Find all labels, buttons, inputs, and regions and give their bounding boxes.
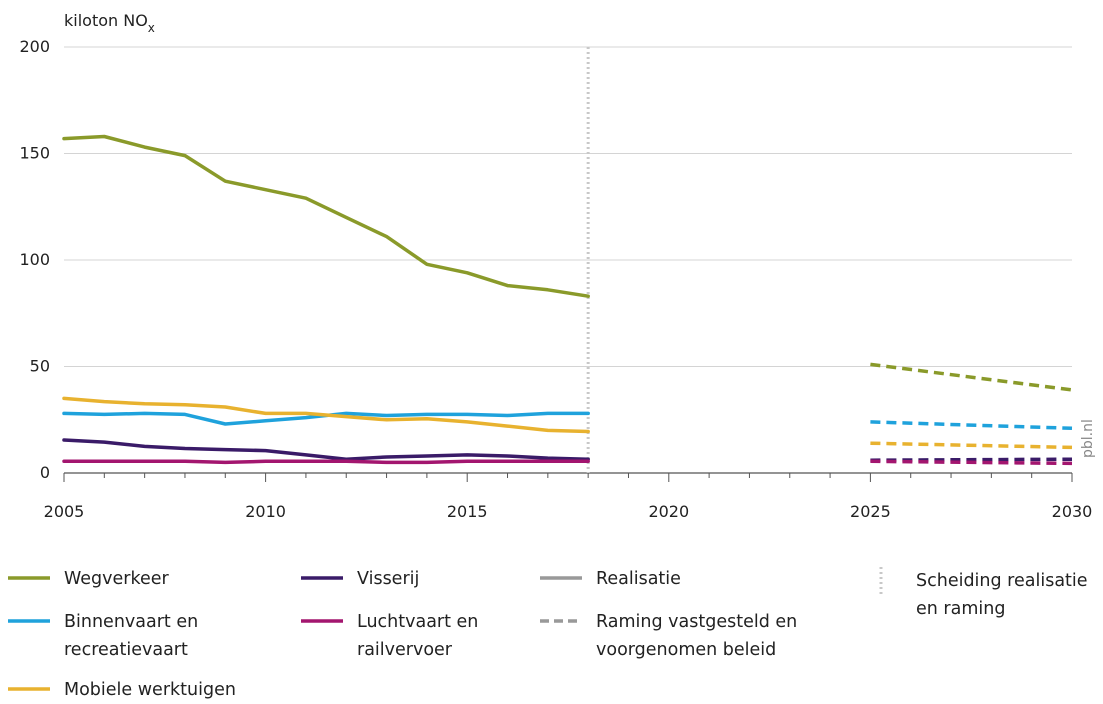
- x-tick-label: 2030: [1052, 502, 1093, 521]
- x-axis-ticks: 2005 2010 2015 2020 2025 2030: [44, 473, 1093, 521]
- series-line-raming-4: [870, 459, 1073, 466]
- series-line-raming-3: [870, 457, 1073, 462]
- legend-item-binnenvaart: Binnenvaart en recreatievaart: [8, 608, 198, 664]
- legend-item-realisatie: Realisatie: [540, 565, 681, 593]
- legend-swatch: [860, 567, 902, 597]
- x-tick-label: 2005: [44, 502, 85, 521]
- legend-label: Binnenvaart en recreatievaart: [64, 612, 199, 660]
- legend-swatch: [8, 682, 50, 696]
- series-line-realisatie-3: [62, 438, 590, 461]
- series-line-realisatie-2: [62, 396, 590, 434]
- x-tick-label: 2025: [850, 502, 891, 521]
- legend-item-mobiele-werktuigen: Mobiele werktuigen: [8, 676, 236, 704]
- legend-item-wegverkeer: Wegverkeer: [8, 565, 169, 593]
- series-line-realisatie-0: [62, 134, 590, 298]
- legend-label: Wegverkeer: [64, 569, 169, 589]
- legend-swatch: [301, 571, 343, 585]
- legend-swatch: [540, 614, 582, 628]
- series-line-realisatie-4: [62, 459, 590, 465]
- y-axis-label: kiloton NOx: [64, 11, 155, 35]
- y-tick-label: 200: [19, 37, 50, 56]
- legend: Wegverkeer Binnenvaart en recreatievaart…: [0, 555, 1103, 702]
- y-axis-ticks: 0 50 100 150 200: [19, 37, 50, 482]
- line-chart: 0 50 100 150 200 2005 2010 2015 2020 2025 2030 ki…: [19, 11, 1096, 521]
- legend-label: Mobiele werktuigen: [64, 680, 236, 700]
- grid-lines: [64, 46, 1072, 474]
- series-line-raming-2: [870, 441, 1073, 450]
- x-tick-label: 2010: [245, 502, 286, 521]
- legend-swatch: [301, 614, 343, 628]
- series-line-raming-1: [870, 420, 1073, 431]
- y-tick-label: 0: [40, 463, 50, 482]
- legend-label: Realisatie: [596, 569, 681, 589]
- legend-label: Raming vastgesteld en voorgenomen beleid: [596, 612, 798, 660]
- legend-label: Luchtvaart en railvervoer: [357, 612, 479, 660]
- legend-swatch: [8, 614, 50, 628]
- x-tick-label: 2015: [447, 502, 488, 521]
- legend-item-raming: Raming vastgesteld en voorgenomen beleid: [540, 608, 797, 664]
- x-tick-label: 2020: [648, 502, 689, 521]
- legend-label: Visserij: [357, 569, 420, 589]
- series-line-raming-0: [870, 362, 1073, 392]
- legend-swatch: [540, 571, 582, 585]
- y-tick-label: 150: [19, 144, 50, 163]
- legend-item-scheiding: Scheiding realisatie en raming: [860, 567, 1088, 623]
- legend-item-visserij: Visserij: [301, 565, 419, 593]
- legend-item-luchtvaart: Luchtvaart en railvervoer: [301, 608, 478, 664]
- y-tick-label: 100: [19, 250, 50, 269]
- legend-label: Scheiding realisatie en raming: [916, 571, 1088, 619]
- series-lines: [62, 134, 1073, 466]
- watermark-text: pbl.nl: [1080, 419, 1096, 458]
- y-tick-label: 50: [30, 357, 50, 376]
- legend-swatch: [8, 571, 50, 585]
